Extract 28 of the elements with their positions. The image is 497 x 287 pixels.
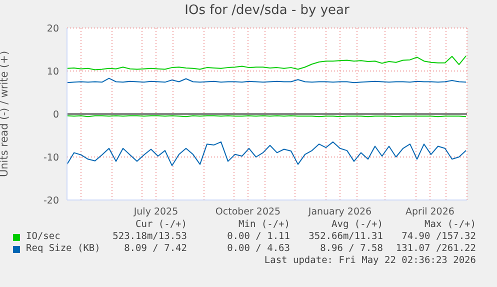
x-tick-label: January 2026 bbox=[307, 206, 372, 218]
x-tick-label: July 2025 bbox=[132, 206, 178, 218]
chart-title: IOs for /dev/sda - by year bbox=[184, 3, 350, 18]
y-tick-label: 20 bbox=[46, 23, 59, 34]
text: 0.00 / 4.63 bbox=[227, 243, 290, 254]
text: 131.07 /261.22 bbox=[396, 243, 476, 254]
x-tick-label: October 2025 bbox=[215, 206, 281, 218]
y-tick-label: 10 bbox=[46, 66, 59, 78]
y-tick-label: 0 bbox=[52, 109, 59, 120]
text: Min (-/+) bbox=[238, 219, 290, 230]
text: 0.00 / 1.11 bbox=[227, 231, 290, 242]
x-tick-label: April 2026 bbox=[406, 206, 454, 218]
text: 74.90 /157.32 bbox=[402, 231, 476, 242]
legend-label: IO/sec bbox=[26, 231, 60, 242]
legend-label: Req Size (KB) bbox=[26, 243, 100, 254]
y-tick-label: -20 bbox=[43, 195, 59, 206]
text: Max (-/+) bbox=[424, 219, 476, 230]
text: 8.96 / 7.58 bbox=[320, 243, 383, 254]
text: Cur (-/+) bbox=[136, 219, 187, 230]
line-series bbox=[67, 55, 466, 70]
text: 8.09 / 7.42 bbox=[124, 243, 187, 254]
text: 523.18m/13.53 bbox=[112, 231, 187, 242]
text: Last update: Fri May 22 02:36:23 2026 bbox=[264, 255, 476, 266]
y-axis-title: Units read (-) / write (+) bbox=[0, 50, 11, 178]
text: Avg (-/+) bbox=[332, 219, 383, 230]
y-tick-label: -10 bbox=[43, 152, 59, 164]
text: 352.66m/11.31 bbox=[308, 231, 383, 242]
line-series bbox=[67, 141, 466, 166]
